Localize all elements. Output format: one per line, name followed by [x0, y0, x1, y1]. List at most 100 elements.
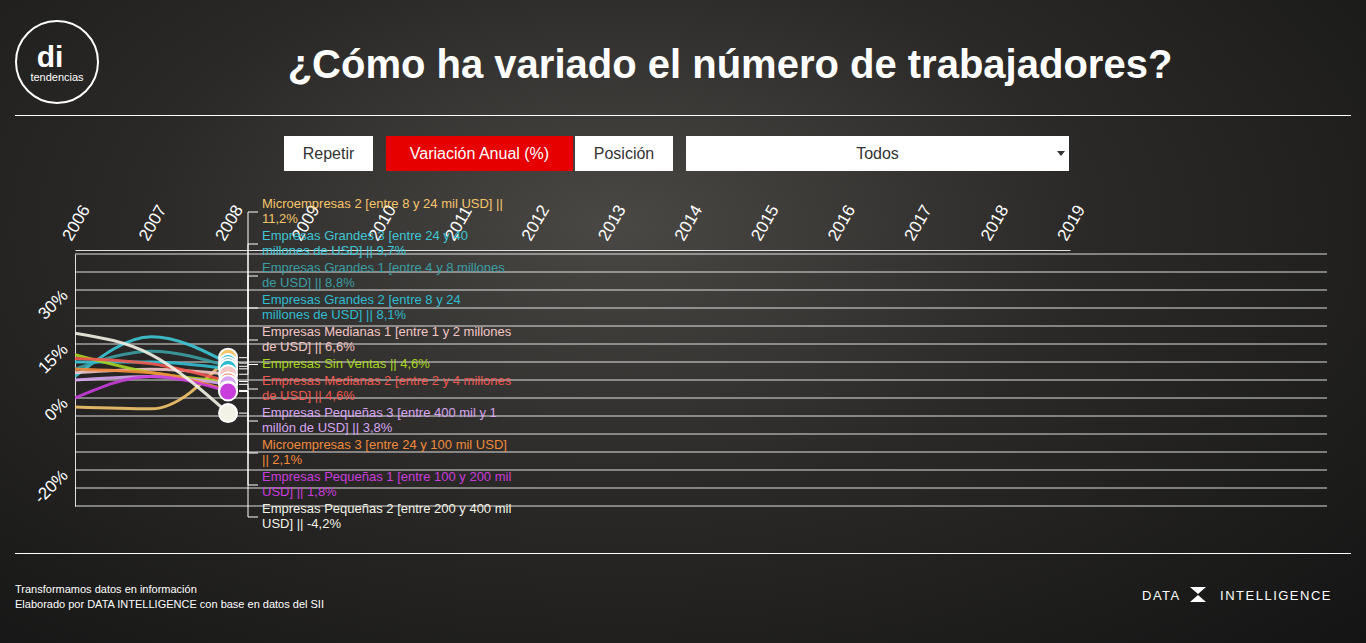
series-label: USD]	[262, 516, 293, 531]
series-label: || 6,6%	[311, 339, 355, 354]
series-label: ||	[492, 196, 502, 211]
series-label: || 3,8%	[349, 420, 393, 435]
divider	[15, 115, 1351, 116]
series-label: Empresas Medianas 1 [entre 1 y 2 millone…	[262, 324, 512, 339]
leader-line	[239, 365, 258, 382]
dropdown-caret[interactable]	[1057, 151, 1065, 156]
series-label-line: Empresas Medianas 1 [entre 1 y 2 millone…	[262, 324, 512, 339]
x-tick: 2017	[900, 202, 935, 250]
series-label: Microempresas 3 [entre 24 y 100 mil USD]	[262, 437, 507, 452]
series-label: || 2,1%	[262, 452, 302, 467]
x-tick: 2007	[135, 202, 170, 250]
series-label: Empresas Grandes 2 [entre 8 y 24	[262, 292, 461, 307]
series-label-line: Empresas Grandes 3 [entre 24 y 40	[262, 228, 468, 243]
x-tick-label: 2007	[135, 202, 170, 244]
brand-text: DATA	[1142, 588, 1181, 603]
series-label-line: Microempresas 2 [entre 8 y 24 mil USD] |…	[262, 196, 503, 211]
x-tick-label: 2006	[59, 202, 94, 244]
x-tick: 2018	[977, 202, 1012, 250]
y-axis: -20%0%15%30%	[30, 255, 75, 508]
dropdown-label[interactable]: Todos	[856, 145, 899, 162]
logo-caption: tendencias	[30, 71, 84, 83]
series-label-line: de USD] || 6,6%	[262, 339, 355, 354]
x-axis: 2006200720082009201020112012201320142015…	[59, 202, 1089, 251]
y-tick: 30%	[34, 286, 75, 323]
brand-text: INTELLIGENCE	[1220, 588, 1332, 603]
series-label: Empresas Pequeñas 2 [entre 200 y 400 mil	[262, 501, 511, 516]
y-tick-label: 30%	[34, 286, 71, 323]
series-label-line: Empresas Pequeñas 2 [entre 200 y 400 mil	[262, 501, 511, 516]
series-line	[75, 358, 228, 409]
series-label: Empresas Pequeñas 3 [entre 400 mil y 1	[262, 405, 497, 420]
x-tick-label: 2014	[671, 202, 706, 244]
leader-line	[239, 276, 258, 366]
series-label-line: Empresas Grandes 1 [entre 4 y 8 millones	[262, 260, 505, 275]
series-label: Empresas Medianas 2 [entre 2 y 4 millone…	[262, 373, 512, 388]
series-label-line: Empresas Pequeñas 3 [entre 400 mil y 1	[262, 405, 497, 420]
series-label-line: Empresas Medianas 2 [entre 2 y 4 millone…	[262, 373, 512, 388]
logo-circle	[16, 21, 98, 103]
dropdown[interactable]: Todos	[686, 136, 1069, 171]
series-label: || 4,6%	[311, 388, 355, 403]
series-label-line: Empresas Pequeñas 1 [entre 100 y 200 mil	[262, 469, 511, 484]
button[interactable]: Repetir	[284, 136, 373, 171]
logo-text: di	[37, 40, 64, 73]
series-label: 11,2%	[262, 211, 298, 226]
button[interactable]: Posición	[575, 136, 673, 171]
series-label: || 8,1%	[362, 307, 406, 322]
x-tick: 2014	[671, 202, 706, 250]
series-label: || 4,6%	[386, 356, 430, 371]
series-label: millón de USD]	[262, 420, 349, 435]
series-label: Empresas Grandes 3 [entre 24 y 40	[262, 228, 468, 243]
x-tick: 2013	[594, 202, 629, 250]
x-tick: 2012	[518, 202, 553, 250]
series-label-line: Microempresas 3 [entre 24 y 100 mil USD]	[262, 437, 507, 452]
x-tick-label: 2019	[1054, 202, 1089, 244]
series-label-line: de USD] || 4,6%	[262, 388, 355, 403]
y-tick-label: -20%	[30, 466, 71, 507]
x-tick-label: 2008	[212, 202, 247, 244]
y-tick: -20%	[30, 466, 75, 507]
brand-icon	[1190, 587, 1206, 602]
series-labels: Microempresas 2 [entre 8 y 24 mil USD] |…	[239, 196, 512, 531]
series-label: || 9,7%	[362, 243, 406, 258]
series-label-line: Empresas Grandes 2 [entre 8 y 24	[262, 292, 461, 307]
series-label: Empresas Grandes 1 [entre 4 y 8 millones	[262, 260, 505, 275]
series-label: de USD]	[262, 339, 311, 354]
button[interactable]: Variación Anual (%)	[386, 136, 573, 171]
x-tick-label: 2013	[594, 202, 629, 244]
series-label: || 8,8%	[311, 275, 355, 290]
x-tick-label: 2012	[518, 202, 553, 244]
x-tick-label: 2017	[900, 202, 935, 244]
x-tick-label: 2018	[977, 202, 1012, 244]
series-label: millones de USD]	[262, 243, 362, 258]
grid	[75, 254, 1327, 506]
series-label-line: de USD] || 8,8%	[262, 275, 355, 290]
leader-line	[239, 381, 258, 389]
x-tick-label: 2016	[824, 202, 859, 244]
series-label: Microempresas 2 [entre 8 y 24 mil USD]	[262, 196, 492, 211]
x-tick: 2008	[212, 202, 247, 250]
series-label: de USD]	[262, 388, 311, 403]
x-tick: 2015	[747, 202, 782, 250]
x-tick: 2006	[59, 202, 94, 250]
x-tick-label: 2015	[747, 202, 782, 244]
leader-line	[239, 390, 258, 453]
title: ¿Cómo ha variado el número de trabajador…	[288, 42, 1173, 86]
y-tick-label: 15%	[34, 340, 71, 377]
series-label-line: Empresas Sin Ventas || 4,6%	[262, 356, 430, 371]
series-line	[75, 333, 228, 413]
series-label: de USD]	[262, 275, 311, 290]
leader-line	[239, 413, 258, 517]
series-label-line: millón de USD] || 3,8%	[262, 420, 393, 435]
series-label-line: || 2,1%	[262, 452, 302, 467]
series-label: USD]	[262, 484, 293, 499]
plot-area	[75, 333, 237, 422]
series-label-line: USD] || 1,8%	[262, 484, 337, 499]
series-label: || 1,8%	[293, 484, 337, 499]
leader-line	[239, 212, 258, 358]
footer-text: Elaborado por DATA INTELLIGENCE con base…	[15, 598, 324, 610]
series-label: millones de USD]	[262, 307, 362, 322]
series-label: || -4,2%	[293, 516, 341, 531]
y-tick: 15%	[34, 340, 75, 377]
